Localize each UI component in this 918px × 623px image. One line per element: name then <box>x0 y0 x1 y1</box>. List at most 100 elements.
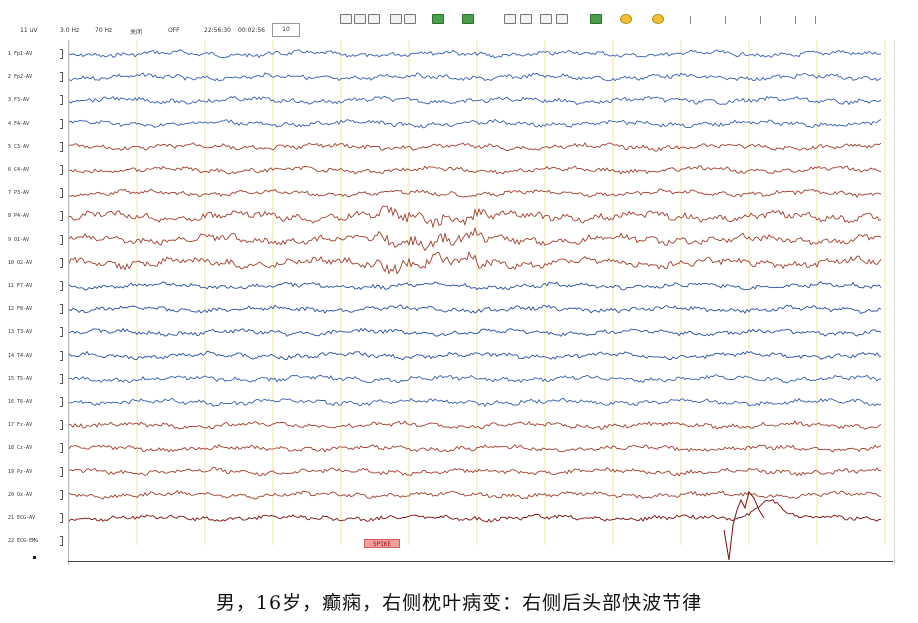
save-icon[interactable] <box>354 14 366 24</box>
measure-icon[interactable] <box>520 14 532 24</box>
eeg-trace <box>69 350 882 361</box>
play-icon[interactable] <box>432 14 444 24</box>
channel-scale-bracket <box>60 373 63 384</box>
channel-scale-bracket <box>60 95 63 106</box>
channel-label[interactable]: 15 T5-AV <box>8 375 33 382</box>
channel-scale-bracket <box>60 397 63 407</box>
eeg-trace <box>69 466 882 477</box>
channel-label[interactable]: 3 F3-AV <box>8 97 30 104</box>
sensitivity-field[interactable]: 11 uV <box>20 27 38 34</box>
marker-icon[interactable] <box>540 14 552 24</box>
video-icon[interactable] <box>556 14 568 24</box>
notch-field[interactable]: 关闭 <box>130 29 143 36</box>
channel-label[interactable]: 7 P3-AV <box>8 190 30 197</box>
channel-scale-bracket <box>60 420 63 431</box>
channel-scale-bracket <box>60 466 63 477</box>
eeg-trace <box>69 397 882 408</box>
eeg-trace <box>69 327 882 337</box>
channel-scale-bracket <box>60 327 63 338</box>
channel-scale-bracket <box>60 536 63 547</box>
low-filter-field[interactable]: 3.0 Hz <box>60 27 80 34</box>
channel-scale-bracket <box>60 350 63 361</box>
artifact-trace <box>723 490 765 561</box>
channel-scale-bracket <box>60 281 63 291</box>
channel-label[interactable]: 22 ECG-EMG <box>8 538 39 545</box>
eeg-trace <box>69 205 882 229</box>
toolbar-divider <box>690 16 691 24</box>
channel-label[interactable]: 12 F8-AV <box>8 306 33 313</box>
warning-icon[interactable] <box>620 14 632 24</box>
eeg-trace <box>69 443 882 453</box>
channel-scale-bracket <box>60 49 63 59</box>
figure-caption: 男，16岁，癫痫，右侧枕叶病变：右侧后头部快波节律 <box>215 592 703 614</box>
time-axis-dot <box>33 556 36 559</box>
eeg-trace <box>69 304 882 315</box>
channel-scale-bracket <box>60 443 63 454</box>
channel-label[interactable]: 17 Fz-AV <box>8 422 33 429</box>
toolbar-divider <box>725 16 726 24</box>
channel-label[interactable]: 10 O2-AV <box>8 259 33 266</box>
mode-field[interactable]: OFF <box>168 27 180 34</box>
page-setup-icon[interactable] <box>390 14 402 24</box>
start-time: 22:56:30 <box>204 27 231 34</box>
channel-scale-bracket <box>60 211 63 222</box>
channel-scale-bracket <box>60 165 63 175</box>
spike-event-marker[interactable]: SPIKE <box>364 539 400 548</box>
print-icon[interactable] <box>368 14 380 24</box>
channel-scale-bracket <box>60 257 63 268</box>
channel-label[interactable]: 19 Pz-AV <box>8 468 33 475</box>
channel-label[interactable]: 2 Fp2-AV <box>8 74 33 81</box>
channel-label[interactable]: 1 Fp1-AV <box>8 51 33 57</box>
eeg-trace <box>69 49 882 59</box>
eeg-trace <box>69 72 882 82</box>
channel-scale-bracket <box>60 118 63 129</box>
eeg-trace <box>69 489 882 500</box>
toolbar-divider <box>760 16 761 24</box>
channel-scale-bracket <box>60 72 63 83</box>
channel-label[interactable]: 13 T3-AV <box>8 329 33 336</box>
channel-scale-bracket <box>60 513 63 523</box>
channel-label[interactable]: 4 F4-AV <box>8 120 30 127</box>
channel-label[interactable]: 11 F7-AV <box>8 283 33 289</box>
eeg-trace <box>69 142 882 152</box>
time-axis-line <box>68 561 893 562</box>
open-file-icon[interactable] <box>340 14 352 24</box>
eeg-trace <box>69 420 882 430</box>
channel-scale-bracket <box>60 489 63 500</box>
channel-label[interactable]: 16 T6-AV <box>8 399 33 405</box>
eeg-trace <box>69 499 882 523</box>
channel-label[interactable]: 21 ECG-AV <box>8 515 36 521</box>
zoom-icon[interactable] <box>504 14 516 24</box>
channel-label[interactable]: 14 T4-AV <box>8 352 33 359</box>
eeg-trace-area[interactable] <box>68 40 895 565</box>
forward-icon[interactable] <box>462 14 474 24</box>
eeg-trace <box>69 281 882 291</box>
toolbar-divider <box>815 16 816 24</box>
toolbar-divider <box>795 16 796 24</box>
montage-icon[interactable] <box>404 14 416 24</box>
channel-label[interactable]: 6 C4-AV <box>8 167 30 173</box>
toolbar: 11 uV 3.0 Hz 70 Hz 关闭 OFF 22:56:30 00:02… <box>0 0 918 40</box>
channel-scale-bracket <box>60 141 63 152</box>
page-input[interactable]: 10 <box>272 23 300 37</box>
channel-scale-bracket <box>60 188 63 199</box>
settings-icon[interactable] <box>590 14 602 24</box>
eeg-trace <box>69 188 882 198</box>
eeg-waveforms <box>69 40 886 561</box>
channel-scale-bracket <box>60 234 63 245</box>
help-icon[interactable] <box>652 14 664 24</box>
eeg-trace <box>69 165 882 175</box>
channel-scale-bracket <box>60 304 63 315</box>
channel-label[interactable]: 20 Oz-AV <box>8 491 33 498</box>
channel-label[interactable]: 5 C3-AV <box>8 143 30 150</box>
channel-label-column: 1 Fp1-AV 2 Fp2-AV 3 F3-AV 4 F4-AV 5 C3-AV 6 C… <box>0 40 68 565</box>
eeg-trace <box>69 251 882 275</box>
high-filter-field[interactable]: 70 Hz <box>95 27 113 34</box>
channel-label[interactable]: 8 P4-AV <box>8 213 30 220</box>
channel-label[interactable]: 9 O1-AV <box>8 236 30 243</box>
eeg-trace <box>69 374 882 384</box>
eeg-trace <box>69 95 882 106</box>
channel-label[interactable]: 18 Cz-AV <box>8 445 33 452</box>
eeg-trace <box>69 226 882 252</box>
